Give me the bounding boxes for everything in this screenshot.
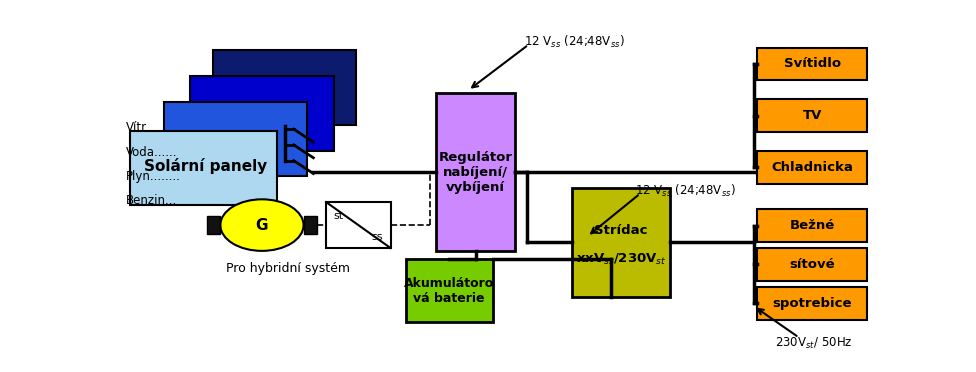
FancyBboxPatch shape (164, 102, 307, 176)
FancyBboxPatch shape (757, 209, 867, 242)
Text: Pro hybridní systém: Pro hybridní systém (226, 262, 350, 275)
Text: Benzin...: Benzin... (126, 194, 177, 207)
Text: ss: ss (372, 232, 383, 242)
Text: G: G (256, 218, 268, 232)
Text: xxV$_{ss}$/230V$_{st}$: xxV$_{ss}$/230V$_{st}$ (576, 252, 667, 267)
Text: Regulátor
nabíjení/
vybíjení: Regulátor nabíjení/ vybíjení (438, 151, 512, 193)
Text: 12 V$_{ss}$ (24;48V$_{ss}$): 12 V$_{ss}$ (24;48V$_{ss}$) (524, 34, 625, 50)
Text: Bežné: Bežné (790, 219, 834, 232)
Text: Svítidlo: Svítidlo (784, 58, 840, 70)
Text: Voda......: Voda...... (126, 145, 178, 158)
Text: Vítr........: Vítr........ (126, 121, 176, 134)
FancyBboxPatch shape (757, 48, 867, 80)
Text: Akumulátoro
vá baterie: Akumulátoro vá baterie (404, 277, 494, 305)
Text: 230V$_{st}$/ 50Hz: 230V$_{st}$/ 50Hz (775, 336, 853, 351)
Text: 12 V$_{ss}$ (24;48V$_{ss}$): 12 V$_{ss}$ (24;48V$_{ss}$) (635, 183, 736, 199)
Text: spotrebice: spotrebice (772, 296, 852, 310)
Text: Solární panely: Solární panely (143, 158, 266, 174)
FancyBboxPatch shape (326, 202, 390, 248)
FancyBboxPatch shape (757, 248, 867, 281)
Text: Plyn........: Plyn........ (126, 170, 181, 183)
FancyBboxPatch shape (130, 131, 277, 205)
Text: TV: TV (802, 109, 822, 122)
FancyBboxPatch shape (757, 287, 867, 320)
FancyBboxPatch shape (207, 216, 221, 234)
FancyBboxPatch shape (572, 188, 671, 297)
Text: st: st (334, 211, 344, 221)
Ellipse shape (221, 199, 304, 251)
FancyBboxPatch shape (304, 216, 317, 234)
FancyBboxPatch shape (190, 76, 334, 151)
FancyBboxPatch shape (757, 151, 867, 183)
Text: Chladnicka: Chladnicka (771, 161, 853, 174)
FancyBboxPatch shape (406, 260, 493, 323)
FancyBboxPatch shape (213, 50, 356, 125)
FancyBboxPatch shape (757, 99, 867, 132)
Text: Strídac: Strídac (594, 224, 648, 237)
FancyBboxPatch shape (436, 93, 515, 251)
Text: sítové: sítové (790, 258, 835, 271)
